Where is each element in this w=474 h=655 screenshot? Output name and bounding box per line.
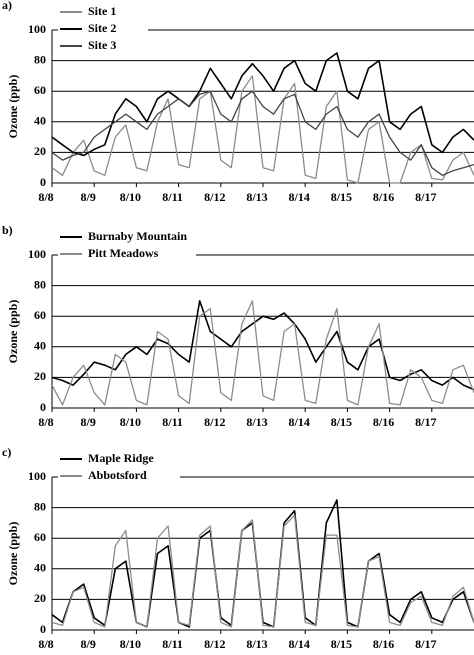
- y-tick-label: 0: [40, 622, 46, 636]
- x-tick-label: 8/12: [204, 415, 225, 429]
- x-tick-label: 8/15: [331, 637, 352, 651]
- y-tick-label: 60: [34, 308, 46, 322]
- series-line: [51, 300, 474, 406]
- series-line: [51, 300, 474, 391]
- y-tick-label: 20: [34, 591, 46, 605]
- y-tick-label: 100: [28, 469, 46, 483]
- y-tick-label: 60: [34, 83, 46, 97]
- y-axis-label: Ozone (ppb): [6, 300, 20, 364]
- y-tick-label: 80: [34, 499, 46, 513]
- legend-bg: [58, 38, 148, 54]
- x-tick-label: 8/8: [38, 637, 53, 651]
- y-tick-label: 100: [28, 247, 46, 261]
- y-tick-label: 100: [28, 22, 46, 36]
- panel: c) Ozone (ppb) 0 20 40 60 80 100 8/8 8/9 8/10 8/11 8…: [2, 445, 474, 651]
- x-tick-label: 8/17: [415, 190, 436, 204]
- x-tick-label: 8/10: [120, 190, 141, 204]
- x-tick-label: 8/8: [38, 190, 53, 204]
- series-line: [51, 514, 474, 628]
- x-tick-label: 8/11: [162, 190, 183, 204]
- y-tick-label: 20: [34, 144, 46, 158]
- x-tick-label: 8/15: [331, 190, 352, 204]
- series-line: [51, 75, 474, 184]
- legend-bg: [58, 229, 228, 245]
- legend-label: Site 3: [88, 38, 116, 52]
- y-tick-label: 40: [34, 561, 46, 575]
- panel: a) Ozone (ppb) 0 20 40 60 80 100 8/8 8/9 8/10 8/11 8…: [2, 0, 474, 204]
- x-tick-label: 8/8: [38, 415, 53, 429]
- x-tick-label: 8/12: [204, 637, 225, 651]
- legend-label: Pitt Meadows: [88, 246, 159, 260]
- panel: b) Ozone (ppb) 0 20 40 60 80 100 8/8 8/9 8/10 8/11 8…: [2, 223, 474, 429]
- x-tick-label: 8/16: [373, 415, 394, 429]
- y-tick-label: 0: [40, 175, 46, 189]
- x-tick-label: 8/15: [331, 415, 352, 429]
- series-line: [51, 90, 474, 176]
- legend-bg: [58, 468, 180, 484]
- x-tick-label: 8/16: [373, 637, 394, 651]
- legend-label: Maple Ridge: [88, 451, 154, 465]
- y-tick-label: 40: [34, 339, 46, 353]
- legend-label: Site 2: [88, 21, 116, 35]
- y-tick-label: 80: [34, 277, 46, 291]
- x-tick-label: 8/13: [246, 637, 267, 651]
- x-tick-label: 8/12: [204, 190, 225, 204]
- x-tick-label: 8/16: [373, 190, 394, 204]
- y-axis-label: Ozone (ppb): [6, 75, 20, 139]
- x-tick-label: 8/9: [81, 415, 96, 429]
- legend-bg: [58, 21, 148, 37]
- y-axis-label: Ozone (ppb): [6, 522, 20, 586]
- legend-bg: [58, 451, 188, 467]
- x-tick-label: 8/13: [246, 190, 267, 204]
- y-tick-label: 40: [34, 114, 46, 128]
- legend-label: Abbotsford: [88, 468, 147, 482]
- x-tick-label: 8/14: [289, 415, 310, 429]
- x-tick-label: 8/10: [120, 415, 141, 429]
- x-tick-label: 8/11: [162, 637, 183, 651]
- panel-label: c): [2, 445, 11, 459]
- x-tick-label: 8/13: [246, 415, 267, 429]
- x-tick-label: 8/9: [81, 190, 96, 204]
- series-line: [51, 499, 474, 628]
- x-tick-label: 8/9: [81, 637, 96, 651]
- x-tick-label: 8/17: [415, 637, 436, 651]
- y-tick-label: 0: [40, 400, 46, 414]
- x-tick-label: 8/11: [162, 415, 183, 429]
- legend-bg: [58, 246, 196, 262]
- series-line: [51, 52, 474, 157]
- legend-label: Burnaby Mountain: [88, 229, 187, 243]
- x-tick-label: 8/10: [120, 637, 141, 651]
- legend-label: Site 1: [88, 4, 116, 18]
- x-tick-label: 8/14: [289, 637, 310, 651]
- panel-label: b): [2, 223, 13, 237]
- x-tick-label: 8/17: [415, 415, 436, 429]
- y-tick-label: 60: [34, 530, 46, 544]
- panel-label: a): [2, 0, 12, 12]
- y-tick-label: 20: [34, 369, 46, 383]
- legend-bg: [58, 4, 148, 20]
- y-tick-label: 80: [34, 52, 46, 66]
- x-tick-label: 8/14: [289, 190, 310, 204]
